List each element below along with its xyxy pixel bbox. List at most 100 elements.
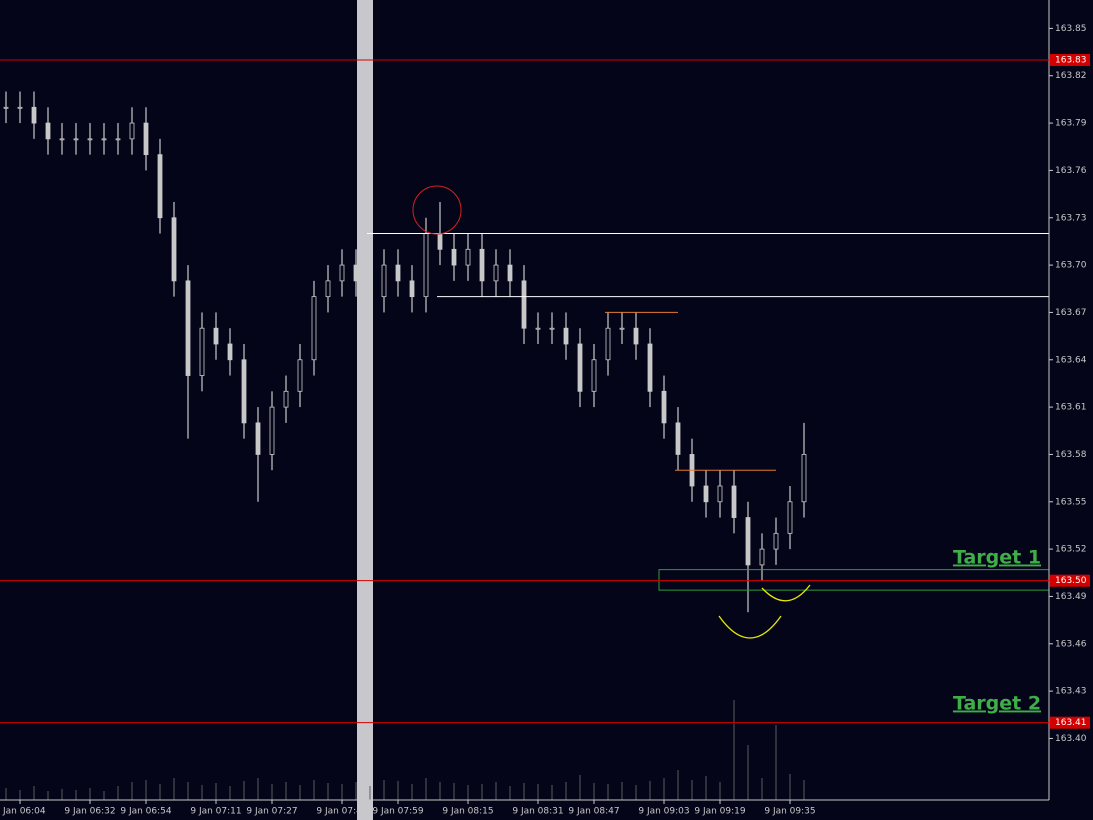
bar-body [703,485,709,503]
bar-body [297,359,303,392]
x-tick-label: 9 Jan 07:27 [246,807,297,817]
bar-body [353,264,359,282]
bar-body [31,106,37,124]
bar-body [577,343,583,392]
bar-body [171,217,177,282]
bar-body [227,343,233,361]
bar-body [157,154,163,219]
bar-body [787,501,793,534]
bar-body [325,280,331,298]
y-tick-label: 163.49 [1055,592,1087,602]
x-tick-label: 9 Jan 07:43 [316,807,367,817]
y-tick-label: 163.64 [1055,355,1087,365]
x-tick-label: 9 Jan 06:32 [64,807,115,817]
bar-body [101,138,107,141]
y-tick-label: 163.73 [1055,213,1087,223]
bar-body [507,264,513,282]
yellow-curve [761,584,811,602]
x-tick-label: 9 Jan 07:59 [372,807,424,817]
bar-body [549,327,555,330]
bar-body [717,485,723,503]
bar-body [731,485,737,518]
bar-body [3,106,9,109]
y-tick-label: 163.58 [1055,450,1087,460]
target-label: Target 2 [953,693,1041,715]
bar-body [619,327,625,330]
level-label-box [1050,716,1090,729]
x-tick-label: 9 Jan 07:11 [190,807,241,817]
bar-body [115,138,121,141]
highlight-circle [412,185,462,235]
x-tick-label: 9 Jan 09:03 [638,807,689,817]
x-tick-label: 9 Jan 08:31 [512,807,563,817]
level-label: 163.41 [1055,718,1087,728]
level-label-box [1050,53,1090,66]
bar-body [437,233,443,250]
bar-body [591,359,597,392]
level-label-box [1050,574,1090,587]
y-tick-label: 163.61 [1055,403,1087,413]
bar-body [395,264,401,282]
bar-body [269,406,275,455]
y-tick-label: 163.82 [1055,71,1087,81]
y-tick-label: 163.79 [1055,119,1087,129]
y-tick-label: 163.46 [1055,639,1087,649]
x-tick-label: 9 Jan 09:35 [764,807,815,817]
bar-body [311,296,317,361]
target-label: Target 1 [953,547,1041,569]
y-tick-label: 163.52 [1055,545,1087,555]
bar-body [759,548,765,566]
x-tick-label: 9 Jan 06:04 [0,807,46,817]
bar-body [745,517,751,566]
bar-body [255,422,261,455]
bar-body [423,233,429,298]
bar-body [185,280,191,376]
y-tick-label: 163.76 [1055,166,1087,176]
bar-body [675,422,681,455]
bar-body [465,248,471,266]
bar-body [521,280,527,329]
bar-body [563,327,569,345]
bar-body [647,343,653,392]
x-tick-label: 9 Jan 09:19 [694,807,746,817]
y-tick-label: 163.67 [1055,308,1087,318]
bar-body [535,327,541,330]
y-tick-label: 163.70 [1055,261,1087,271]
bar-body [199,327,205,376]
bar-body [45,122,51,140]
y-tick-label: 163.43 [1055,687,1087,697]
bar-body [283,390,289,408]
bar-body [367,280,373,298]
bar-body [381,264,387,298]
bar-body [59,138,65,141]
y-tick-label: 163.55 [1055,497,1087,507]
bar-body [801,454,807,503]
bar-body [451,248,457,266]
y-tick-label: 163.40 [1055,734,1087,744]
level-label: 163.83 [1055,55,1087,65]
bar-body [339,264,345,282]
bar-body [143,122,149,156]
x-tick-label: 9 Jan 06:54 [120,807,172,817]
bar-body [129,122,135,140]
bar-body [633,327,639,345]
bar-body [605,327,611,361]
bar-body [661,390,667,424]
yellow-curve [718,615,782,639]
bar-body [241,359,247,424]
y-tick-label: 163.85 [1055,24,1087,34]
x-tick-label: 9 Jan 08:47 [568,807,619,817]
bar-body [479,248,485,282]
plot [3,91,1050,800]
bar-body [73,138,79,141]
bar-body [773,532,779,550]
bar-body [409,280,415,298]
bar-body [17,106,23,109]
bar-body [213,327,219,345]
bar-body [493,264,499,282]
x-tick-label: 9 Jan 08:15 [442,807,493,817]
session-separator [357,0,373,820]
level-label: 163.50 [1055,576,1087,586]
bar-body [87,138,93,141]
